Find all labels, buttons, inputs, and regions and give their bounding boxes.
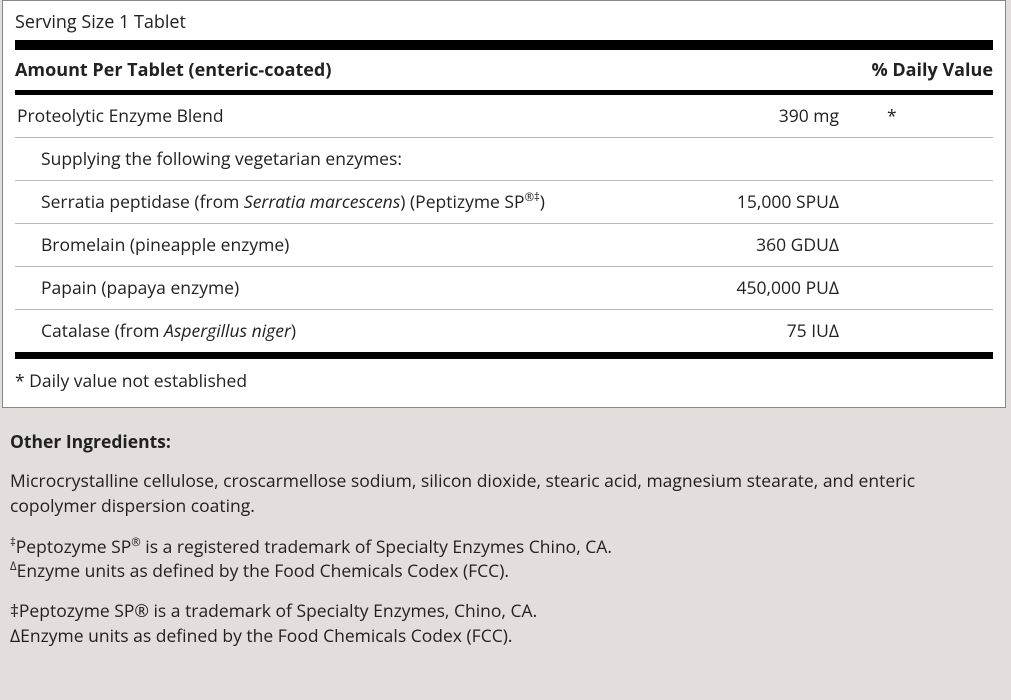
ingredient-amount: 450,000 PUΔ <box>673 276 843 300</box>
header-daily-value: % Daily Value <box>871 58 993 82</box>
other-ingredients-body: Microcrystalline cellulose, croscarmello… <box>10 469 997 519</box>
ingredient-amount: 390 mg <box>673 104 843 128</box>
ingredient-name: Serratia peptidase (from Serratia marces… <box>15 190 673 214</box>
ingredient-row: Catalase (from Aspergillus niger)75 IUΔ <box>15 310 993 352</box>
other-ingredients-heading: Other Ingredients: <box>10 430 997 455</box>
rule-thin <box>15 352 993 359</box>
ingredient-name: Proteolytic Enzyme Blend <box>15 104 673 128</box>
ingredient-row: Papain (papaya enzyme)450,000 PUΔ <box>15 267 993 310</box>
note-fcc-1: ΔEnzyme units as defined by the Food Che… <box>10 559 997 584</box>
supplement-facts-panel: Serving Size 1 Tablet Amount Per Tablet … <box>2 0 1006 408</box>
serving-size: Serving Size 1 Tablet <box>15 7 993 40</box>
ingredient-amount: 360 GDUΔ <box>673 233 843 257</box>
ingredient-row: Serratia peptidase (from Serratia marces… <box>15 181 993 224</box>
rule-thick <box>15 40 993 50</box>
ingredient-amount: 15,000 SPUΔ <box>673 190 843 214</box>
column-header-row: Amount Per Tablet (enteric-coated) % Dai… <box>15 50 993 88</box>
dv-footnote: * Daily value not established <box>15 359 993 399</box>
ingredient-dv: * <box>843 104 993 128</box>
note-fcc-2: ΔEnzyme units as defined by the Food Che… <box>10 624 997 649</box>
ingredient-amount: 75 IUΔ <box>673 319 843 343</box>
ingredient-row: Proteolytic Enzyme Blend390 mg* <box>15 95 993 138</box>
ingredient-name: Bromelain (pineapple enzyme) <box>15 233 673 257</box>
ingredient-rows: Proteolytic Enzyme Blend390 mg* Supplying… <box>15 95 993 352</box>
note-peptozyme-2: ‡Peptozyme SP® is a trademark of Special… <box>10 599 997 624</box>
ingredient-name: Supplying the following vegetarian enzym… <box>15 147 673 171</box>
header-amount-per: Amount Per Tablet (enteric-coated) <box>15 58 331 82</box>
ingredient-row: Bromelain (pineapple enzyme)360 GDUΔ <box>15 224 993 267</box>
other-ingredients-section: Other Ingredients: Microcrystalline cell… <box>0 408 1011 649</box>
ingredient-row: Supplying the following vegetarian enzym… <box>15 138 993 181</box>
ingredient-name: Papain (papaya enzyme) <box>15 276 673 300</box>
note-peptozyme-1: ‡Peptozyme SP® is a registered trademark… <box>10 535 997 560</box>
ingredient-name: Catalase (from Aspergillus niger) <box>15 319 673 343</box>
